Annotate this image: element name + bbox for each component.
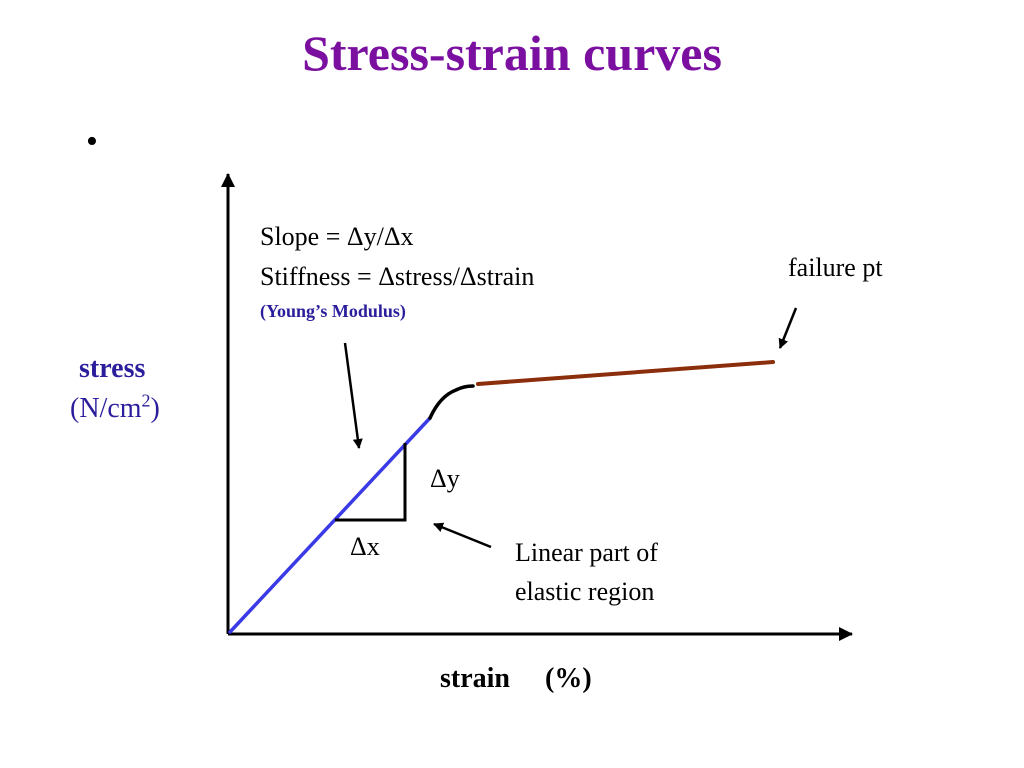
delta-x-label: Δx <box>350 532 380 561</box>
elastic-region-arrow <box>433 522 492 549</box>
plastic-line <box>476 360 775 386</box>
y-axis-label: stress <box>79 353 146 384</box>
y-unit-suffix: ) <box>150 393 160 424</box>
youngs-modulus-label: (Young’s Modulus) <box>260 301 406 321</box>
failure-arrow <box>778 307 798 349</box>
x-axis-label: strain <box>440 663 510 694</box>
slope-arrow <box>343 342 363 449</box>
slope-formula: Slope = Δy/Δx <box>260 222 414 251</box>
elastic-region-label-line2: elastic region <box>515 577 655 606</box>
yield-curve <box>428 384 475 420</box>
delta-y-label: Δy <box>430 464 460 493</box>
bullet-point: • <box>86 123 98 160</box>
y-unit-prefix: (N/cm <box>70 393 142 424</box>
elastic-line <box>228 416 432 634</box>
y-axis-units: (N/cm2) <box>70 390 160 425</box>
slope-triangle <box>335 443 407 522</box>
stiffness-formula: Stiffness = Δstress/Δstrain <box>260 262 535 291</box>
failure-point-label: failure pt <box>788 253 883 282</box>
slide-title: Stress-strain curves <box>302 25 722 81</box>
y-unit-power: 2 <box>141 390 151 411</box>
x-axis-units: (%) <box>545 663 592 694</box>
elastic-region-label-line1: Linear part of <box>515 538 658 567</box>
